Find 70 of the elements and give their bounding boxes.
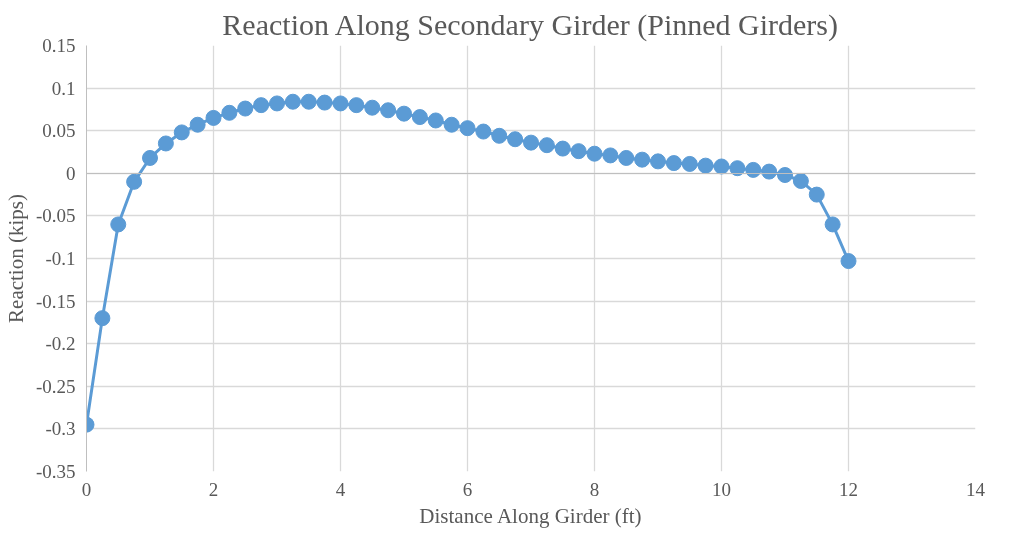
point — [840, 253, 857, 270]
point — [824, 216, 841, 233]
y-tick-label: 0.05 — [42, 120, 76, 142]
point — [332, 95, 349, 112]
point — [157, 135, 174, 152]
y-tick-label: 0.15 — [42, 35, 76, 56]
point — [237, 100, 254, 117]
point — [300, 93, 317, 110]
point — [110, 216, 127, 233]
x-tick-label: 10 — [712, 478, 731, 500]
chart-title: Reaction Along Secondary Girder (Pinned Girders) — [222, 7, 839, 42]
x-tick-label: 4 — [335, 478, 346, 500]
point — [570, 143, 587, 160]
x-tick-label: 14 — [966, 478, 986, 500]
point — [713, 158, 730, 175]
point — [792, 172, 809, 189]
x-axis-title: Distance Along Girder (ft) — [419, 503, 642, 528]
point — [316, 94, 333, 111]
point — [189, 116, 206, 133]
point — [205, 109, 222, 126]
point — [665, 155, 682, 172]
x-tick-label: 6 — [462, 478, 473, 500]
y-tick-label: 0 — [66, 162, 76, 184]
point — [284, 93, 301, 110]
point — [602, 147, 619, 164]
y-tick-label: -0.05 — [35, 205, 76, 227]
y-tick-label: -0.2 — [45, 333, 76, 355]
point — [269, 95, 285, 112]
point — [650, 153, 666, 170]
point — [411, 109, 428, 126]
y-tick-label: -0.1 — [45, 248, 76, 269]
point — [634, 151, 651, 168]
point — [554, 140, 571, 157]
point — [761, 163, 778, 180]
y-axis-title: Reaction (kips) — [3, 194, 28, 323]
point — [729, 160, 746, 177]
point — [380, 102, 397, 119]
point — [618, 149, 635, 166]
point — [777, 167, 793, 183]
y-tick-label: -0.35 — [35, 461, 76, 482]
point — [475, 123, 492, 140]
point — [697, 157, 714, 174]
point — [586, 145, 603, 162]
point — [538, 137, 555, 154]
point — [745, 161, 762, 178]
y-tick-label: 0.1 — [51, 77, 76, 99]
point — [142, 149, 158, 166]
point — [126, 173, 143, 190]
x-tick-label: 12 — [839, 478, 858, 500]
point — [173, 124, 190, 141]
point — [348, 97, 365, 114]
y-tick-label: -0.3 — [45, 418, 76, 440]
point — [253, 97, 270, 114]
point — [94, 310, 111, 327]
x-tick-label: 8 — [589, 478, 600, 500]
point — [427, 112, 444, 129]
point — [396, 105, 412, 122]
point — [507, 131, 524, 148]
point — [443, 116, 460, 133]
point — [808, 186, 825, 203]
point — [459, 120, 476, 137]
point — [221, 104, 238, 121]
y-tick-label: -0.15 — [35, 290, 76, 312]
x-tick-label: 2 — [208, 478, 219, 500]
point — [681, 155, 698, 172]
x-tick-label: 0 — [81, 478, 92, 500]
point — [523, 134, 539, 151]
point — [491, 127, 508, 144]
y-tick-label: -0.25 — [35, 375, 76, 397]
point — [364, 99, 381, 116]
